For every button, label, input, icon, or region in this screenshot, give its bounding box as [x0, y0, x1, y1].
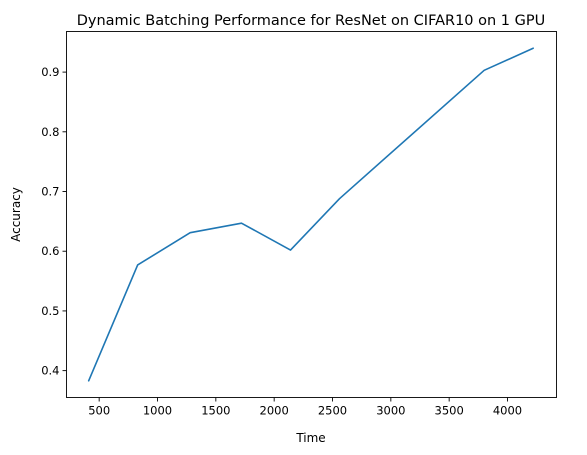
x-tick-label: 2000 — [260, 404, 289, 418]
y-axis: 0.4 0.5 0.6 0.7 0.8 0.9 — [41, 65, 67, 378]
x-axis: 500 1000 1500 2000 2500 3000 3500 4000 — [88, 397, 522, 418]
y-tick-label: 0.6 — [41, 244, 59, 258]
y-tick-label: 0.9 — [41, 65, 59, 79]
y-tick-label: 0.7 — [41, 185, 59, 199]
x-tick-label: 3500 — [435, 404, 464, 418]
plot-frame — [66, 31, 557, 398]
x-tick-label: 1000 — [143, 404, 172, 418]
x-tick-label: 3000 — [376, 404, 405, 418]
y-axis-label: Accuracy — [9, 187, 23, 242]
x-tick-label: 1500 — [201, 404, 230, 418]
x-tick-label: 4000 — [493, 404, 522, 418]
y-tick-label: 0.4 — [41, 364, 59, 378]
x-tick-label: 2500 — [318, 404, 347, 418]
chart-title: Dynamic Batching Performance for ResNet … — [77, 13, 546, 29]
x-tick-label: 500 — [88, 404, 110, 418]
plot-area — [87, 47, 534, 382]
y-tick-label: 0.5 — [41, 304, 59, 318]
x-axis-label: Time — [295, 431, 325, 445]
accuracy-series-line — [87, 47, 534, 382]
y-tick-label: 0.8 — [41, 125, 59, 139]
